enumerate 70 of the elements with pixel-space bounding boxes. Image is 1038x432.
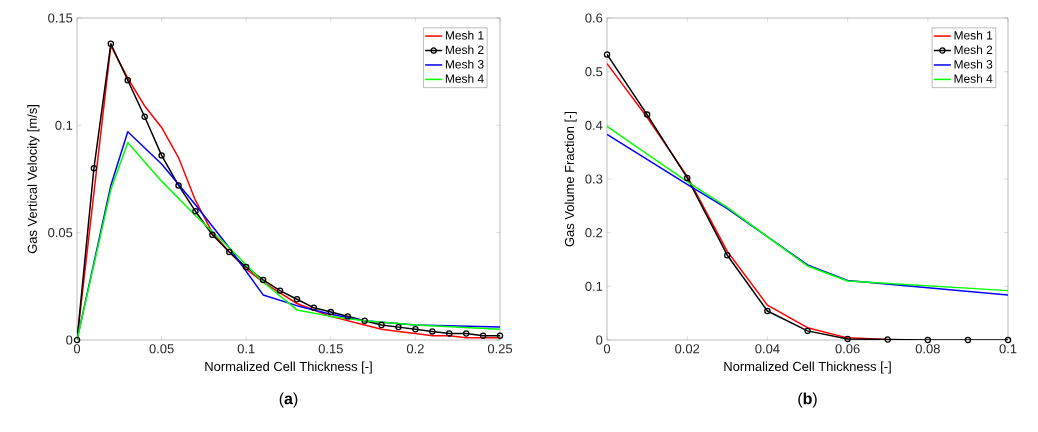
point <box>479 332 487 339</box>
point <box>242 263 250 271</box>
point <box>683 174 691 182</box>
legend-label: Mesh 3 <box>445 59 484 69</box>
x-tick-label: 0.25 <box>487 344 513 354</box>
x-tick-label: 0.04 <box>755 344 780 354</box>
y-tick-label: 0.4 <box>585 120 603 130</box>
legend-label: Mesh 2 <box>445 45 484 55</box>
x-tick-label: 0.2 <box>406 344 424 354</box>
point <box>429 328 436 335</box>
y-tick-label: 0.6 <box>585 13 603 23</box>
x-tick-label: 0.06 <box>835 344 860 354</box>
point <box>226 248 233 256</box>
y-tick-label: 0.2 <box>585 228 603 238</box>
point <box>412 326 419 333</box>
x-tick-label: 0 <box>603 344 611 354</box>
point <box>124 77 131 84</box>
point <box>310 304 318 312</box>
x-tick-label: 0.02 <box>675 344 700 354</box>
legend-label: Mesh 2 <box>954 45 993 55</box>
point <box>764 307 771 315</box>
point <box>643 111 651 118</box>
point <box>90 165 98 172</box>
y-tick-label: 0.1 <box>55 120 73 130</box>
point <box>378 321 385 329</box>
x-axis-title: Normalized Cell Thickness [-] <box>205 361 372 374</box>
y-axis-title: Gas Volume Fraction [-] <box>564 111 577 247</box>
point <box>192 207 199 215</box>
legend-label: Mesh 1 <box>954 30 993 40</box>
y-tick-label: 0.3 <box>585 174 603 184</box>
legend-label: Mesh 4 <box>954 74 993 83</box>
point <box>107 40 115 47</box>
point <box>141 113 148 120</box>
point <box>259 276 267 284</box>
point <box>462 330 470 337</box>
y-tick-label: 0.05 <box>48 228 73 238</box>
y-tick-label: 0.1 <box>585 281 603 291</box>
x-tick-label: 0 <box>73 344 81 354</box>
y-tick-label: 0.15 <box>48 13 73 23</box>
point <box>724 251 731 259</box>
text: (a) <box>279 392 298 408</box>
x-axis-title: Normalized Cell Thickness [-] <box>724 361 891 374</box>
point <box>361 317 368 324</box>
point <box>209 231 216 239</box>
point <box>293 295 301 303</box>
point <box>276 287 284 294</box>
point <box>804 327 811 335</box>
point <box>327 308 335 316</box>
legend-label: Mesh 1 <box>445 30 484 40</box>
x-tick-label: 0.05 <box>149 344 174 354</box>
point <box>844 335 851 343</box>
y-tick-label: 0.5 <box>585 67 603 77</box>
legend-label: Mesh 3 <box>954 59 993 69</box>
x-tick-label: 0.08 <box>915 344 940 354</box>
point <box>175 182 182 189</box>
text: (b) <box>798 392 817 408</box>
x-tick-label: 0.1 <box>237 344 255 354</box>
y-tick-label: 0 <box>66 335 73 345</box>
point <box>924 336 932 344</box>
x-tick-label: 0.15 <box>318 344 343 354</box>
point <box>395 323 402 331</box>
legend-label: Mesh 4 <box>445 74 484 83</box>
point <box>964 336 972 344</box>
x-tick-label: 0.1 <box>999 344 1017 354</box>
y-tick-label: 0 <box>596 335 603 345</box>
point <box>884 336 891 343</box>
point <box>446 330 453 337</box>
y-axis-title: Gas Vertical Velocity [m/s] <box>27 105 40 254</box>
point <box>344 313 351 320</box>
point <box>158 152 165 159</box>
